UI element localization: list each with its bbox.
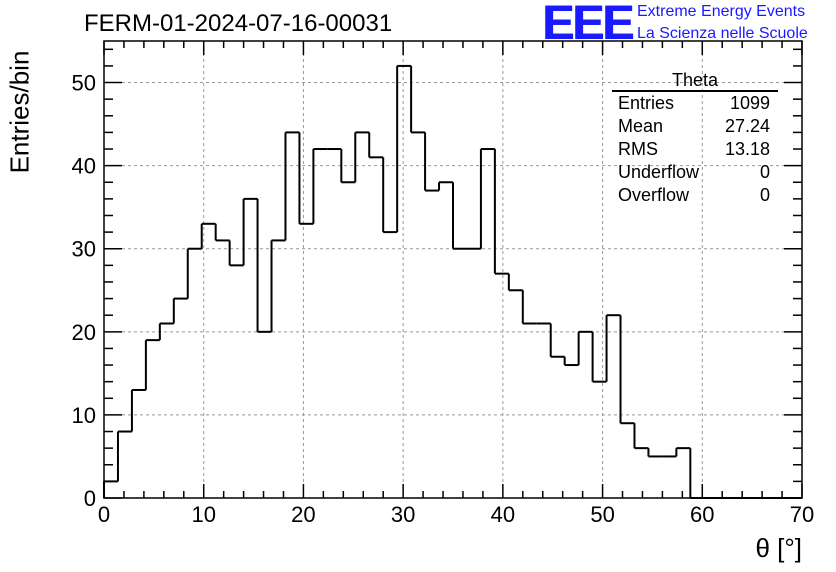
y-tick-label: 50	[72, 71, 96, 96]
x-axis-label: θ [°]	[755, 533, 802, 563]
x-tick-label: 20	[291, 502, 315, 527]
y-tick-label: 30	[72, 237, 96, 262]
stats-row-entries: Entries 1099	[612, 92, 778, 115]
eee-logo: EEE	[542, 0, 634, 50]
stats-label: Entries	[618, 93, 675, 113]
plot-frame	[103, 40, 803, 499]
y-tick-label: 20	[72, 320, 96, 345]
x-tick-label: 30	[391, 502, 415, 527]
y-tick-label: 40	[72, 154, 96, 179]
x-tick-label: 60	[690, 502, 714, 527]
stats-value: 0	[759, 185, 770, 205]
x-tick-label: 40	[491, 502, 515, 527]
stats-title: Theta	[612, 71, 778, 92]
y-tick-label: 10	[72, 403, 96, 428]
logo-subtitle-line1: Extreme Energy Events	[637, 3, 806, 20]
x-tick-label: 50	[590, 502, 614, 527]
stats-value: 27.24	[724, 116, 770, 136]
x-tick-label: 70	[790, 502, 814, 527]
stats-row-rms: RMS 13.18	[612, 138, 778, 161]
x-tick-label: 0	[98, 502, 110, 527]
stats-row-underflow: Underflow 0	[612, 161, 778, 184]
chart-title: FERM-01-2024-07-16-00031	[84, 10, 393, 37]
stats-row-overflow: Overflow 0	[612, 184, 778, 207]
stats-label: Mean	[618, 116, 664, 136]
logo-subtitle-line2: La Scienza nelle Scuole	[637, 25, 808, 42]
stats-value: 0	[759, 162, 770, 182]
y-axis-label: Entries/bin	[4, 50, 35, 174]
stats-label: RMS	[618, 139, 658, 159]
stats-label: Overflow	[618, 185, 690, 205]
stats-value: 13.18	[724, 139, 770, 159]
stats-value: 1099	[729, 93, 770, 113]
y-tick-label: 0	[84, 486, 96, 511]
stats-label: Underflow	[618, 162, 700, 182]
stats-box: Theta Entries 1099 Mean 27.24 RMS 13.18 …	[612, 71, 778, 207]
stats-row-mean: Mean 27.24	[612, 115, 778, 138]
x-tick-label: 10	[191, 502, 215, 527]
